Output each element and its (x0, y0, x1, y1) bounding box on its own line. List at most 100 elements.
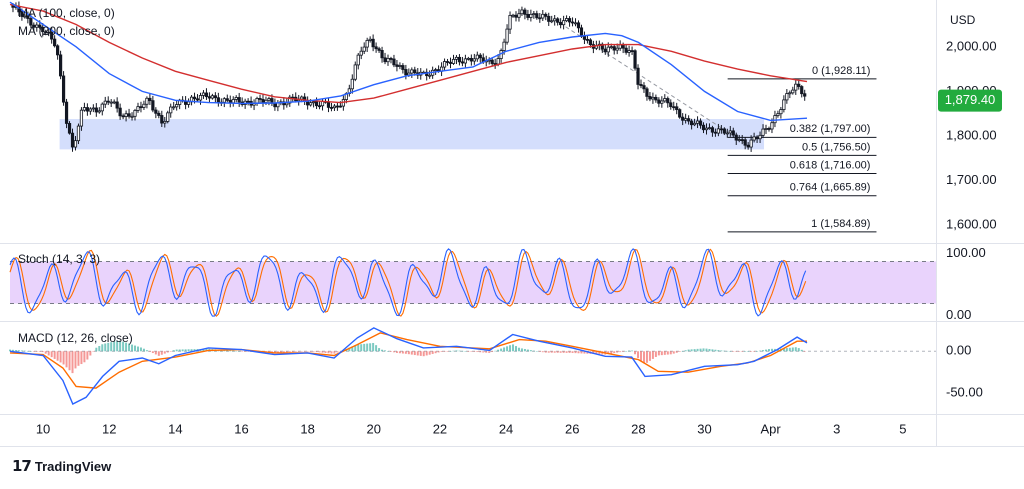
macd-histogram-bar (110, 342, 113, 352)
macd-histogram-bar (98, 346, 101, 352)
macd-histogram-bar (288, 351, 291, 353)
candle-body (222, 98, 226, 103)
macd-histogram-bar (488, 351, 491, 353)
macd-histogram-bar (577, 351, 580, 354)
macd-histogram-bar (693, 349, 696, 352)
candle-body (532, 13, 536, 16)
macd-histogram-bar (229, 350, 232, 352)
candle-body (657, 99, 661, 104)
macd-histogram-bar (800, 349, 803, 352)
fib-level-label: 0.618 (1,716.00) (790, 159, 871, 171)
macd-label: MACD (12, 26, close) (18, 331, 133, 345)
macd-histogram-bar (788, 347, 791, 352)
candle-body (326, 101, 331, 108)
macd-histogram-bar (53, 351, 56, 359)
macd-histogram-bar (11, 349, 14, 352)
candle-body (314, 101, 319, 107)
candle-body (737, 139, 741, 141)
macd-histogram-bar (136, 346, 139, 352)
candle-body (442, 61, 447, 68)
candle-body (550, 20, 554, 23)
macd-histogram-bar (378, 348, 381, 352)
macd-histogram-bar (404, 351, 407, 354)
macd-histogram-bar (291, 351, 294, 353)
candle-body (767, 128, 771, 130)
macd-histogram-bar (425, 351, 428, 356)
macd-histogram-bar (205, 348, 208, 352)
macd-histogram-bar (642, 351, 645, 364)
candle-body (56, 45, 60, 56)
candle-body (451, 58, 456, 64)
macd-histogram-bar (708, 348, 711, 352)
time-tick-label: 24 (499, 421, 513, 436)
macd-histogram-bar (381, 349, 384, 352)
candle-body (151, 100, 155, 111)
macd-histogram-bar (520, 348, 523, 352)
time-tick-label: 5 (899, 421, 906, 436)
candle-body (672, 106, 676, 109)
macd-histogram-bar (125, 342, 128, 352)
candle-body (600, 43, 604, 50)
candle-body (311, 101, 316, 104)
macd-histogram-bar (517, 347, 520, 352)
candle-body (359, 50, 363, 56)
candle-body (621, 44, 625, 49)
fib-level-label: 0.5 (1,756.50) (802, 141, 871, 153)
macd-histogram-bar (717, 350, 720, 352)
macd-histogram-bar (756, 351, 759, 352)
macd-histogram-bar (26, 350, 29, 352)
macd-histogram-bar (514, 346, 517, 352)
macd-histogram-bar (464, 351, 467, 352)
candle-body (300, 96, 304, 100)
macd-histogram-bar (315, 351, 318, 353)
candle-body (749, 139, 753, 148)
candle-body (707, 127, 712, 130)
candle-body (121, 115, 125, 118)
macd-histogram-bar (369, 343, 372, 352)
candle-body (195, 98, 200, 101)
candle-body (332, 105, 337, 109)
candle-body (204, 92, 209, 98)
macd-histogram-bar (151, 351, 154, 354)
macd-histogram-bar (776, 348, 779, 352)
macd-histogram-bar (384, 350, 387, 352)
macd-histogram-bar (455, 350, 458, 352)
last-price-label: 1,879.40 (945, 92, 996, 107)
candle-body (377, 48, 381, 51)
macd-histogram-bar (440, 351, 443, 352)
candle-body (687, 118, 691, 122)
ma200-line (9, 3, 808, 104)
macd-histogram-bar (500, 348, 503, 352)
macd-histogram-bar (366, 343, 369, 352)
candle-body (61, 75, 66, 103)
candle-body (722, 128, 726, 134)
macd-histogram-bar (339, 351, 342, 352)
time-tick-label: 14 (168, 421, 182, 436)
candle-body (547, 15, 551, 22)
candle-body (276, 102, 280, 108)
candle-body (576, 22, 581, 29)
macd-histogram-bar (184, 349, 187, 352)
candle-body (585, 38, 590, 41)
macd-histogram-bar (387, 351, 390, 352)
candle-body (654, 96, 658, 101)
candle-body (758, 134, 762, 140)
macd-histogram-bar (351, 346, 354, 352)
macd-histogram-bar (389, 351, 392, 352)
macd-histogram-bar (363, 343, 366, 352)
macd-histogram-bar (131, 344, 134, 352)
macd-histogram-bar (535, 351, 538, 352)
candle-body (410, 69, 414, 74)
macd-histogram-bar (720, 350, 723, 352)
macd-histogram-bar (62, 351, 65, 365)
candle-body (94, 107, 98, 113)
macd-histogram-bar (166, 351, 169, 353)
candle-body (38, 24, 42, 28)
macd-histogram-bar (357, 344, 360, 352)
candle-body (663, 98, 667, 102)
tradingview-logo[interactable]: 17 TradingView (12, 456, 111, 476)
macd-histogram-bar (544, 351, 547, 353)
macd-histogram-bar (791, 347, 794, 352)
candle-body (91, 107, 95, 110)
